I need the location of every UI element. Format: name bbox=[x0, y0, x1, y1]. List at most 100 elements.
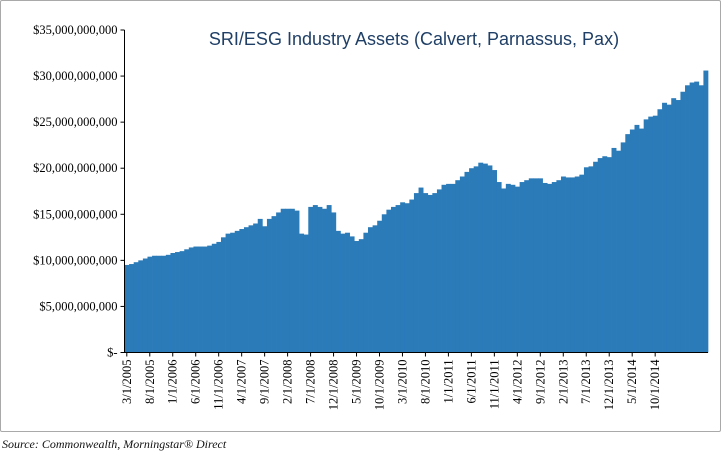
area-column bbox=[593, 161, 599, 353]
x-tick-label: 5/1/2009 bbox=[350, 360, 364, 404]
area-column bbox=[689, 82, 695, 353]
area-column bbox=[464, 171, 470, 353]
area-column bbox=[308, 206, 314, 353]
area-column bbox=[331, 212, 337, 353]
x-tick-label: 6/1/2006 bbox=[189, 360, 203, 404]
area-column bbox=[551, 182, 557, 353]
area-column bbox=[652, 115, 658, 353]
area-column bbox=[436, 189, 442, 353]
area-column bbox=[271, 216, 277, 353]
area-column bbox=[179, 251, 185, 353]
area-column bbox=[161, 255, 167, 353]
area-column bbox=[152, 255, 158, 353]
area-column bbox=[340, 233, 346, 353]
area-column bbox=[216, 241, 222, 353]
area-column bbox=[450, 183, 456, 353]
x-tick-label: 11/1/2011 bbox=[487, 360, 501, 410]
area-column bbox=[441, 184, 447, 353]
area-column bbox=[326, 205, 332, 353]
y-tick-label: $25,000,000,000 bbox=[33, 115, 117, 129]
area-column bbox=[335, 230, 341, 353]
y-tick-label: $35,000,000,000 bbox=[33, 23, 117, 37]
area-column bbox=[390, 206, 396, 353]
area-column bbox=[363, 232, 369, 353]
area-column bbox=[492, 170, 497, 353]
area-column bbox=[685, 85, 690, 353]
area-column bbox=[202, 246, 208, 353]
area-column bbox=[459, 176, 465, 353]
x-tick-labels: 3/1/2005 8/1/2005 1/1/2006 6/1/2006 11/1/200… bbox=[120, 352, 662, 410]
area-column bbox=[533, 178, 539, 353]
area-column bbox=[666, 104, 672, 353]
area-column bbox=[225, 233, 231, 353]
x-tick-label: 4/1/2012 bbox=[510, 360, 524, 404]
area-column bbox=[662, 102, 667, 353]
area-column bbox=[349, 236, 355, 353]
area-column bbox=[253, 223, 259, 353]
area-column bbox=[675, 100, 681, 353]
area-column bbox=[611, 147, 617, 353]
area-column bbox=[620, 142, 626, 353]
area-column bbox=[519, 182, 525, 353]
y-tick-label: $5,000,000,000 bbox=[39, 299, 117, 313]
y-tick-labels: $- $5,000,000,000 $10,000,000,000 $15,000,0… bbox=[33, 23, 125, 360]
x-tick-label: 1/1/2011 bbox=[441, 360, 455, 404]
area-column bbox=[432, 193, 438, 353]
area-column bbox=[473, 166, 479, 353]
area-column bbox=[386, 209, 392, 353]
area-column bbox=[616, 150, 622, 353]
area-column bbox=[629, 129, 635, 353]
area-column bbox=[372, 225, 378, 353]
area-column bbox=[648, 116, 654, 353]
area-column bbox=[358, 239, 364, 353]
y-tick-label: $15,000,000,000 bbox=[33, 207, 117, 221]
area-column bbox=[501, 188, 507, 353]
area-column bbox=[377, 220, 383, 353]
area-column bbox=[602, 156, 608, 353]
area-column bbox=[257, 218, 263, 353]
area-column bbox=[147, 256, 153, 353]
y-tick-label: $- bbox=[107, 346, 117, 360]
area-column bbox=[133, 262, 139, 353]
area-column bbox=[588, 166, 594, 353]
area-column bbox=[570, 177, 576, 353]
chart-title: SRI/ESG Industry Assets (Calvert, Parnas… bbox=[209, 29, 619, 49]
area-column bbox=[413, 193, 419, 353]
area-column bbox=[639, 128, 645, 353]
x-tick-label: 3/1/2010 bbox=[396, 360, 410, 404]
area-column bbox=[230, 232, 236, 353]
area-column bbox=[129, 264, 135, 353]
x-tick-label: 6/1/2011 bbox=[464, 360, 478, 404]
area-column bbox=[303, 234, 309, 353]
area-column bbox=[482, 163, 488, 353]
area-column bbox=[446, 183, 452, 353]
area-column bbox=[671, 98, 677, 353]
area-column bbox=[211, 243, 217, 353]
area-column bbox=[280, 208, 286, 353]
area-column bbox=[505, 183, 511, 353]
area-column bbox=[354, 241, 360, 353]
area-column bbox=[124, 264, 130, 353]
x-tick-label: 1/1/2006 bbox=[166, 360, 180, 404]
area-column bbox=[188, 247, 194, 353]
area-column bbox=[510, 184, 516, 353]
area-column bbox=[317, 206, 323, 353]
area-column bbox=[170, 252, 176, 353]
area-column bbox=[175, 252, 180, 353]
x-tick-label: 2/1/2008 bbox=[281, 360, 295, 404]
x-tick-label: 11/1/2006 bbox=[212, 360, 226, 410]
area-column bbox=[404, 203, 410, 353]
area-column bbox=[239, 229, 245, 353]
area-column bbox=[469, 168, 475, 353]
y-tick-label: $10,000,000,000 bbox=[33, 253, 117, 267]
area-column bbox=[538, 178, 543, 353]
y-tick-label: $20,000,000,000 bbox=[33, 161, 117, 175]
area-column bbox=[220, 237, 226, 353]
area-column bbox=[515, 186, 520, 353]
area-column bbox=[418, 187, 424, 353]
x-tick-label: 8/1/2005 bbox=[143, 360, 157, 404]
area-column bbox=[487, 165, 493, 353]
area-column bbox=[381, 214, 387, 353]
area-column bbox=[322, 208, 327, 353]
area-column bbox=[156, 255, 162, 353]
